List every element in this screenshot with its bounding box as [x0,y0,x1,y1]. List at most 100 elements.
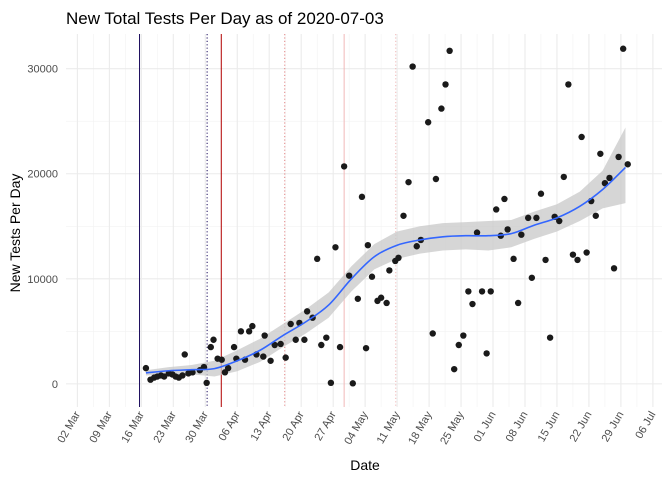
data-point [504,226,511,233]
data-point [261,332,268,339]
data-point [160,373,168,380]
data-point [260,353,267,360]
data-point [386,267,393,274]
data-point [362,344,370,352]
data-point [624,161,631,168]
data-point [446,47,453,55]
data-point [574,256,581,264]
data-point [578,133,585,141]
data-point [493,206,500,213]
x-tick-label: 27 Apr [312,409,338,443]
data-point [210,336,217,343]
x-axis-title: Date [350,457,380,473]
confidence-band-group [145,127,626,377]
data-point [249,322,256,330]
data-point [383,299,390,307]
data-point [487,288,494,295]
data-point [267,357,274,364]
data-point [203,379,210,387]
data-point [465,288,472,295]
data-point [405,178,412,186]
data-point [237,328,245,335]
data-point [606,174,613,182]
y-tick-label: 30000 [27,64,58,76]
data-point [469,300,476,308]
data-point [395,254,402,261]
data-point [413,243,420,250]
data-point [349,380,357,387]
data-point [556,217,563,225]
x-tick-label: 30 Mar [183,409,211,445]
x-tick-label: 06 Apr [217,409,243,443]
data-point [601,180,609,187]
data-point [542,256,549,264]
x-tick-label: 16 Mar [119,409,147,445]
data-point [181,351,188,358]
data-point [277,340,284,348]
data-point [358,193,366,201]
data-point [292,336,299,343]
y-axis-title: New Tests Per Day [7,174,23,293]
data-points [142,45,631,387]
y-tick-label: 10000 [27,274,58,286]
data-point [438,105,445,112]
x-tick-label: 13 Apr [249,409,275,443]
chart-title: New Total Tests Per Day as of 2020-07-03 [66,9,384,28]
data-point [510,255,517,263]
data-point [354,295,362,302]
data-point [569,251,577,258]
data-point [340,163,348,170]
data-point [142,364,150,372]
x-tick-label: 01 Jun [472,410,499,445]
data-point [546,334,554,341]
x-axis-ticks: 02 Mar 09 Mar 16 Mar 23 Mar 30 Mar 06 Apr 13 A… [55,409,658,447]
data-point [432,175,440,183]
data-point [207,343,214,351]
data-point [619,45,627,52]
data-point [313,255,321,263]
y-axis-ticks: 0 10000 20000 30000 [27,64,58,391]
x-tick-label: 09 Mar [87,409,115,445]
data-point [400,212,407,219]
data-point [442,81,449,88]
data-point [230,343,238,351]
y-tick-label: 0 [52,379,58,391]
data-point [565,81,572,88]
data-point [271,341,278,349]
data-point [524,214,532,222]
y-tick-label: 20000 [27,169,58,181]
data-point [450,365,458,373]
data-point [537,190,545,197]
data-point [301,336,308,343]
data-point [583,249,590,256]
data-point [478,288,486,295]
x-tick-label: 15 Jun [536,410,563,445]
data-point [332,244,339,251]
data-point [224,364,232,372]
data-point [318,341,325,349]
data-point [518,231,525,238]
x-tick-label: 18 May [406,409,435,447]
data-point [336,343,344,351]
data-point [473,229,481,236]
data-point [200,363,208,371]
data-point [592,212,599,219]
data-point [218,356,225,363]
reference-lines [139,34,397,407]
data-point [345,272,353,279]
x-tick-label: 06 Jul [633,410,658,441]
data-point [364,241,372,249]
x-tick-label: 02 Mar [55,409,83,445]
data-point [245,328,253,335]
data-point [287,320,294,328]
trend-line-group [145,166,627,374]
data-point [597,150,604,157]
x-tick-label: 23 Mar [151,409,179,445]
data-point [424,119,432,126]
data-point [610,265,618,272]
data-point [533,214,540,222]
confidence-band [145,127,626,377]
data-point [514,299,522,307]
x-tick-label: 22 Jun [568,410,595,445]
